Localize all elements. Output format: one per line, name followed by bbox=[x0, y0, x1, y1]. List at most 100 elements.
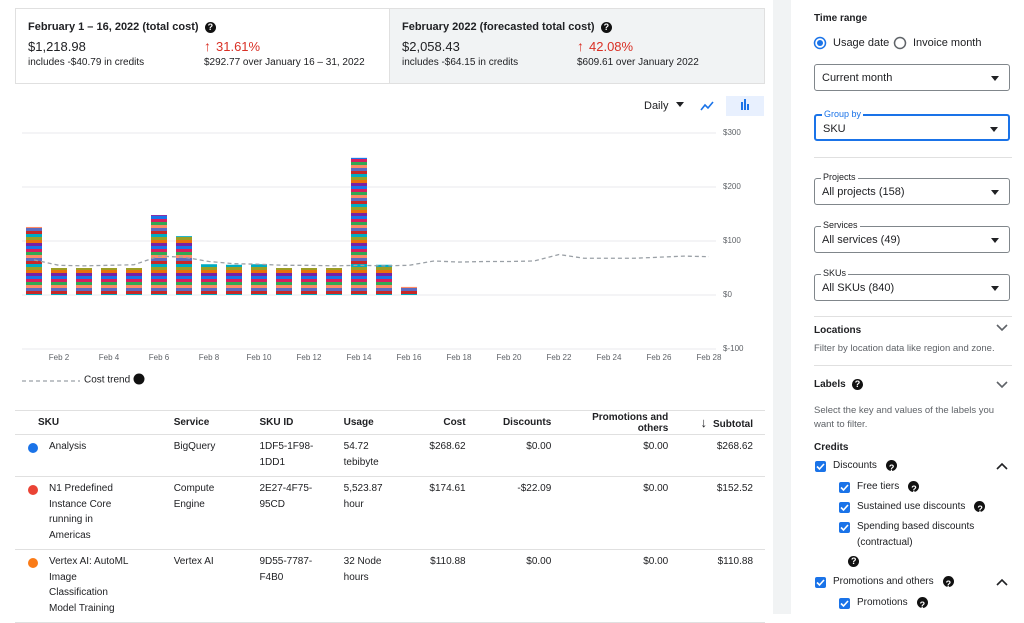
group-by-select[interactable]: Group by SKU bbox=[814, 109, 1010, 141]
table-cell: Analysis bbox=[38, 435, 166, 477]
cell-text: $0.00 bbox=[526, 441, 552, 452]
series-dot bbox=[28, 485, 38, 495]
bar-chart-toggle[interactable] bbox=[726, 96, 764, 116]
interval-select[interactable]: Daily bbox=[644, 100, 685, 112]
help-icon[interactable] bbox=[848, 556, 859, 568]
column-title: Cost bbox=[443, 417, 466, 428]
header-cell: Usage bbox=[336, 411, 415, 435]
checkbox[interactable] bbox=[815, 461, 826, 472]
radio-label: Usage date bbox=[833, 37, 890, 49]
x-tick-label: Feb 20 bbox=[497, 353, 522, 362]
header-cell: Promotions and others bbox=[559, 411, 676, 435]
checkbox-label: Promotions bbox=[857, 597, 908, 608]
bar bbox=[351, 157, 367, 295]
cell-text: $110.88 bbox=[430, 556, 466, 567]
card-title: February 2022 (forecasted total cost) bbox=[402, 21, 595, 33]
checkbox[interactable] bbox=[815, 577, 826, 588]
checkbox[interactable] bbox=[839, 522, 850, 533]
dot-cell bbox=[15, 550, 38, 623]
radio[interactable] bbox=[893, 36, 907, 50]
field-label: Group by bbox=[822, 109, 864, 119]
collapse-icon[interactable] bbox=[996, 577, 1008, 587]
table-cell: $0.00 bbox=[559, 435, 676, 477]
change: 42.08% bbox=[589, 39, 634, 54]
services-select[interactable]: Services All services (49) bbox=[814, 220, 1010, 253]
header-cell bbox=[15, 411, 38, 435]
x-tick-label: Feb 12 bbox=[297, 353, 322, 362]
skus-select[interactable]: SKUs All SKUs (840) bbox=[814, 268, 1010, 301]
x-tick-label: Feb 2 bbox=[49, 353, 70, 362]
dot-cell bbox=[15, 435, 38, 477]
table-cell: BigQuery bbox=[166, 435, 252, 477]
y-tick-label: $0 bbox=[723, 290, 732, 299]
bar bbox=[176, 236, 192, 295]
credits: includes -$64.15 in credits bbox=[402, 57, 519, 68]
description: Select the key and values of the labels … bbox=[814, 405, 995, 430]
bar bbox=[301, 268, 317, 295]
summary-card: February 1 – 16, 2022 (total cost) $1,21… bbox=[15, 8, 390, 84]
field-label: Services bbox=[821, 220, 860, 230]
table-cell: -$22.09 bbox=[474, 477, 560, 550]
table-row: Vertex AI: AutoML Image Classification M… bbox=[15, 550, 765, 623]
table-header: SKU Service SKU ID Usage Cost Discounts Promot… bbox=[15, 411, 765, 435]
period-select[interactable]: Current month bbox=[814, 64, 1010, 91]
cell-text: $0.00 bbox=[643, 483, 669, 494]
cell-text: $152.52 bbox=[716, 483, 753, 494]
x-tick-label: Feb 6 bbox=[149, 353, 170, 362]
cell-text: Compute Engine bbox=[173, 483, 215, 510]
cell-text: $0.00 bbox=[526, 556, 552, 567]
chart: $-100 $0 $100 $200 $300 Feb 2 Feb 4 Feb 6 Feb 8 F… bbox=[22, 128, 744, 386]
line-chart-toggle[interactable] bbox=[698, 98, 716, 114]
projects-select[interactable]: Projects All projects (158) bbox=[814, 172, 1010, 205]
field-label: Projects bbox=[821, 172, 858, 182]
checkbox-label: Discounts bbox=[833, 460, 877, 471]
expand-icon[interactable] bbox=[996, 323, 1008, 333]
table-cell: $152.52 bbox=[676, 477, 765, 550]
radio-label: Invoice month bbox=[913, 37, 982, 49]
table-cell: $268.62 bbox=[414, 435, 473, 477]
table-cell: 32 Node hours bbox=[336, 550, 415, 623]
collapse-icon[interactable] bbox=[996, 461, 1008, 471]
section-title: Credits bbox=[814, 442, 849, 453]
summary-card: February 2022 (forecasted total cost) $2… bbox=[389, 8, 765, 84]
table-cell: 2E27-4F75-95CD bbox=[251, 477, 335, 550]
cell-text: $268.62 bbox=[716, 441, 753, 452]
select-value: All projects (158) bbox=[822, 186, 905, 198]
header-cell: ↓ Subtotal bbox=[676, 411, 765, 435]
header-cell: Service bbox=[166, 411, 252, 435]
card-title: February 1 – 16, 2022 (total cost) bbox=[28, 21, 199, 33]
cell-text: 1DF5-1F98-1DD1 bbox=[259, 441, 314, 468]
select-value: All SKUs (840) bbox=[822, 282, 895, 294]
table-cell: $0.00 bbox=[474, 550, 560, 623]
checkbox[interactable] bbox=[839, 502, 850, 513]
interval: Daily bbox=[644, 100, 669, 112]
bar bbox=[51, 268, 67, 295]
sort-icon[interactable]: ↓ bbox=[700, 415, 708, 430]
cell-text: 54.72 tebibyte bbox=[343, 441, 379, 468]
cell-text: -$22.09 bbox=[517, 483, 552, 494]
column-title: Service bbox=[173, 417, 210, 428]
bar bbox=[226, 264, 242, 295]
checkbox[interactable] bbox=[839, 598, 850, 609]
select-value: SKU bbox=[823, 123, 846, 135]
cell-text: Vertex AI bbox=[173, 556, 214, 567]
cell-text: $268.62 bbox=[429, 441, 466, 452]
amount: $2,058.43 bbox=[402, 39, 460, 54]
x-tick-label: Feb 24 bbox=[597, 353, 622, 362]
section-title[interactable]: Labels bbox=[814, 379, 846, 391]
checkbox[interactable] bbox=[839, 482, 850, 493]
expand-icon[interactable] bbox=[996, 380, 1008, 390]
section-title[interactable]: Locations bbox=[814, 325, 862, 336]
x-tick-label: Feb 28 bbox=[697, 353, 722, 362]
bar bbox=[376, 264, 392, 295]
cell-text: $0.00 bbox=[643, 556, 669, 567]
y-tick-label: $200 bbox=[723, 182, 741, 191]
bar bbox=[401, 286, 417, 295]
radio[interactable] bbox=[813, 36, 827, 50]
header-cell: Cost bbox=[414, 411, 473, 435]
header-cell: SKU ID bbox=[251, 411, 335, 435]
dot-cell bbox=[15, 477, 38, 550]
bar bbox=[276, 268, 292, 295]
description: Filter by location data like region and … bbox=[814, 343, 995, 354]
